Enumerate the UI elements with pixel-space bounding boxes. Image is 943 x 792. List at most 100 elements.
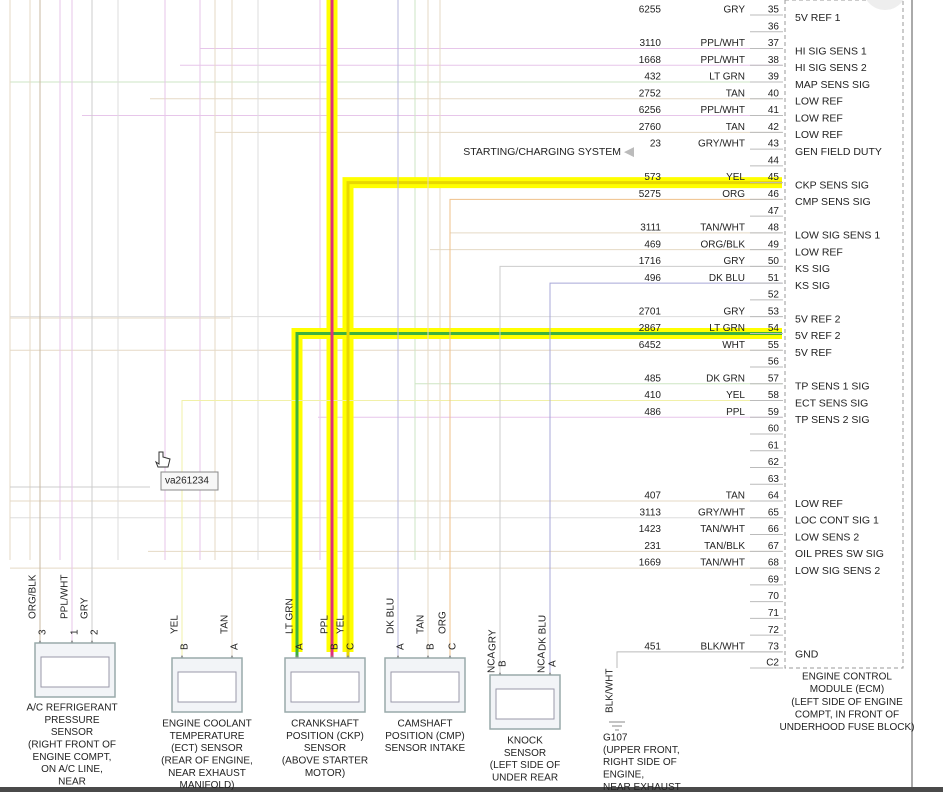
circuit-number: 3111	[640, 223, 661, 234]
wire-color-code: PPL/WHT	[701, 55, 745, 66]
pin-number: 66	[768, 524, 780, 535]
wire	[616, 651, 782, 668]
ecm-connector-box	[784, 0, 904, 669]
component-label: NEAR EXHAUST	[603, 782, 681, 792]
wire-color-code: TAN/WHT	[700, 558, 745, 569]
circuit-number: 451	[644, 642, 661, 653]
component-inner	[495, 688, 555, 720]
pin-function: LOW SIG SENS 1	[795, 230, 880, 242]
bottom-bar	[0, 787, 943, 792]
component-label: (ABOVE STARTER	[282, 756, 368, 767]
ecm-label: ENGINE CONTROL	[802, 672, 892, 683]
component-label: SENSOR	[504, 748, 546, 759]
pin-number: 70	[768, 591, 780, 602]
pin-function: GND	[795, 649, 819, 661]
component-label: ENGINE,	[603, 770, 644, 781]
circuit-number: 486	[644, 407, 661, 418]
pin-function: 5V REF 2	[795, 313, 841, 325]
pin-number: 72	[768, 625, 780, 636]
pin-number: 53	[768, 306, 780, 317]
pin-number: 58	[768, 390, 780, 401]
pin-number: 73	[768, 642, 780, 653]
circuit-note: STARTING/CHARGING SYSTEM	[463, 146, 621, 158]
wire-color-code: PPL/WHT	[701, 38, 745, 49]
pin-number: 64	[768, 491, 780, 502]
wire-color-code: PPL	[726, 407, 745, 418]
pin-label: A	[230, 643, 241, 650]
component-label: A/C REFRIGERANT	[26, 703, 117, 714]
wire-color: ORG	[438, 611, 449, 634]
circuit-number: 410	[644, 390, 661, 401]
pin-label: A	[396, 643, 407, 650]
wire-color-code: TAN	[726, 88, 745, 99]
pin-number: 67	[768, 541, 780, 552]
component-label: MOTOR)	[305, 768, 345, 779]
pin-number: 37	[768, 38, 780, 49]
circuit-number: 432	[644, 72, 661, 83]
pin-label: B	[330, 643, 341, 650]
component-label: ENGINE COMPT,	[33, 752, 112, 763]
pin-label: B	[498, 660, 509, 667]
wire-color-code: PPL/WHT	[701, 105, 745, 116]
wire-color-code: WHT	[722, 340, 745, 351]
component-label: RIGHT SIDE OF	[603, 757, 677, 768]
wire-color-code: YEL	[726, 172, 745, 183]
wire-color: PPL/WHT	[60, 575, 71, 619]
pin-number: 52	[768, 290, 780, 301]
corner-button[interactable]	[863, 0, 907, 10]
circuit-number: 3113	[639, 507, 661, 518]
pin-label: C	[448, 643, 459, 650]
wire-color-code: GRY/WHT	[698, 139, 745, 150]
pin-function: MAP SENS SIG	[795, 79, 870, 91]
component-label: ENGINE COOLANT	[162, 719, 251, 730]
pin-number: 39	[768, 72, 780, 83]
wire-color: PPL	[320, 615, 331, 634]
circuit-number: 496	[644, 273, 661, 284]
wire-color: DK BLU	[538, 615, 549, 651]
component-inner	[177, 671, 237, 703]
pin-number: 46	[768, 189, 780, 200]
wire-color: YEL	[336, 615, 347, 634]
tooltip-box	[160, 471, 219, 491]
pin-function: 5V REF 1	[795, 12, 841, 24]
pin-label: C	[346, 643, 357, 650]
pin-label: 1	[70, 629, 81, 635]
pin-function: LOW REF	[795, 498, 843, 510]
pin-number: 48	[768, 223, 780, 234]
wire-color: ORG/BLK	[28, 574, 39, 619]
ground-symbol	[609, 721, 625, 731]
circuit-number: 1716	[639, 256, 662, 267]
pin-label: A	[548, 660, 559, 667]
pin-number: 71	[768, 608, 780, 619]
wire-color-code: DK BLU	[709, 273, 745, 284]
wire	[499, 265, 782, 693]
pin-function: KS SIG	[795, 263, 830, 275]
component-label: TEMPERATURE	[170, 731, 245, 742]
pin-label: 2	[90, 629, 101, 635]
pin-function: 5V REF 2	[795, 330, 841, 342]
component-label: CRANKSHAFT	[291, 719, 359, 730]
wire-color: LT GRN	[285, 598, 296, 634]
pin-number: 63	[768, 474, 780, 485]
wire	[295, 331, 782, 676]
circuit-number: 3110	[639, 38, 661, 49]
pin-function: KS SIG	[795, 280, 830, 292]
wire	[549, 282, 782, 693]
pin-number: 49	[768, 239, 780, 250]
tooltip: va261234	[165, 476, 209, 487]
wire	[181, 399, 782, 676]
wire	[346, 181, 782, 676]
pin-function: TP SENS 2 SIG	[795, 414, 870, 426]
wire-color-code: TAN/WHT	[700, 524, 745, 535]
wire-color-code: BLK/WHT	[701, 642, 745, 653]
circuit-number: 573	[644, 172, 661, 183]
circuit-number: 23	[650, 139, 662, 150]
component-inner	[390, 671, 460, 703]
wire-color: TAN	[416, 615, 427, 634]
pin-number: 56	[768, 357, 780, 368]
component-label: NEAR EXHAUST	[168, 768, 246, 779]
pin-number: 42	[768, 122, 780, 133]
pin-number: 54	[768, 323, 780, 334]
wire-color-code: GRY/WHT	[698, 507, 745, 518]
pin-label: B	[426, 643, 437, 650]
